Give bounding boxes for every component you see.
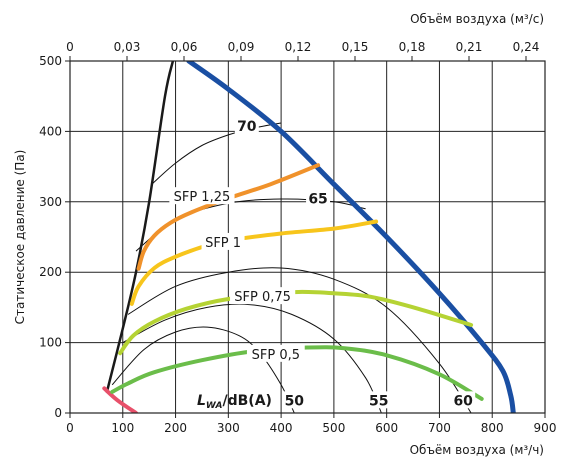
bottom-axis-title: Объём воздуха (м³/ч)	[410, 443, 544, 457]
plot-frame	[69, 60, 546, 414]
db-label-55: 55	[369, 393, 388, 409]
db-label-65: 65	[308, 191, 327, 207]
sfp-label-bg	[169, 187, 235, 205]
top-axis-title: Объём воздуха (м³/с)	[410, 12, 544, 26]
x-top-tick-label: 0,03	[114, 40, 141, 54]
y-tick-label: 400	[39, 124, 62, 138]
series-layer	[102, 61, 516, 413]
x-top-tick-label: 0,24	[513, 40, 540, 54]
y-tick-label: 200	[39, 265, 62, 279]
sfp-label-bg	[230, 287, 296, 305]
db-label-bg	[306, 189, 331, 207]
db-label-bg	[451, 391, 476, 409]
x-top-tick-label: 0,18	[399, 40, 426, 54]
label-layer: SFP 1,25 SFP 1 SFP 0,75 SFP 0,5 70 65 60 55 50	[169, 116, 476, 409]
db-label-70: 70	[237, 119, 257, 135]
x-top-tick-label: 0,21	[456, 40, 483, 54]
grid-layer	[70, 61, 545, 413]
db-label-bg	[282, 391, 307, 409]
x-tick-label: 700	[428, 421, 451, 435]
x-tick-label: 500	[322, 421, 345, 435]
x-tick-label: 400	[270, 421, 293, 435]
db-label-bg	[366, 391, 391, 409]
db-label-bg	[234, 116, 259, 134]
sfp-curve-5	[118, 289, 474, 356]
x-tick-label: 200	[164, 421, 187, 435]
y-tick-label: 300	[39, 195, 62, 209]
db-label-50: 50	[285, 393, 305, 409]
sfp-label: SFP 1,25	[174, 190, 231, 205]
x-tick-label: 600	[375, 421, 398, 435]
sound-curve-55	[122, 303, 382, 413]
sfp-label: SFP 0,5	[252, 348, 300, 363]
x-tick-label: 0	[66, 421, 74, 435]
sound-curve-60	[127, 267, 472, 413]
sfp-label-bg	[201, 232, 245, 250]
system-limit-line	[105, 61, 175, 394]
x-tick-label: 100	[111, 421, 134, 435]
sound-curve-70	[151, 122, 282, 185]
fan-curve-line	[186, 61, 516, 413]
db-label-60: 60	[453, 393, 473, 409]
sfp-curve-3	[136, 163, 321, 271]
sound-curve-50	[111, 326, 295, 413]
y-tick-label: 500	[39, 54, 62, 68]
sfp-label: SFP 0,75	[234, 290, 291, 305]
x-top-tick-label: 0,15	[342, 40, 369, 54]
y-axis-title: Статическое давление (Па)	[13, 150, 27, 325]
lwa-unit-label: LWA/dB(A)	[197, 393, 272, 411]
x-top-tick-label: 0,09	[228, 40, 255, 54]
x-tick-label: 300	[217, 421, 240, 435]
x-tick-label: 900	[534, 421, 557, 435]
x-top-tick-label: 0,12	[285, 40, 312, 54]
y-tick-label: 0	[54, 406, 62, 420]
y-tick-label: 100	[39, 336, 62, 350]
x-tick-label: 800	[481, 421, 504, 435]
x-top-tick-label: 0,06	[171, 40, 198, 54]
sfp-label-bg	[246, 344, 305, 362]
lower-limit-line	[102, 386, 138, 413]
x-top-tick-label: 0	[66, 40, 74, 54]
sfp-label: SFP 1	[205, 236, 241, 251]
